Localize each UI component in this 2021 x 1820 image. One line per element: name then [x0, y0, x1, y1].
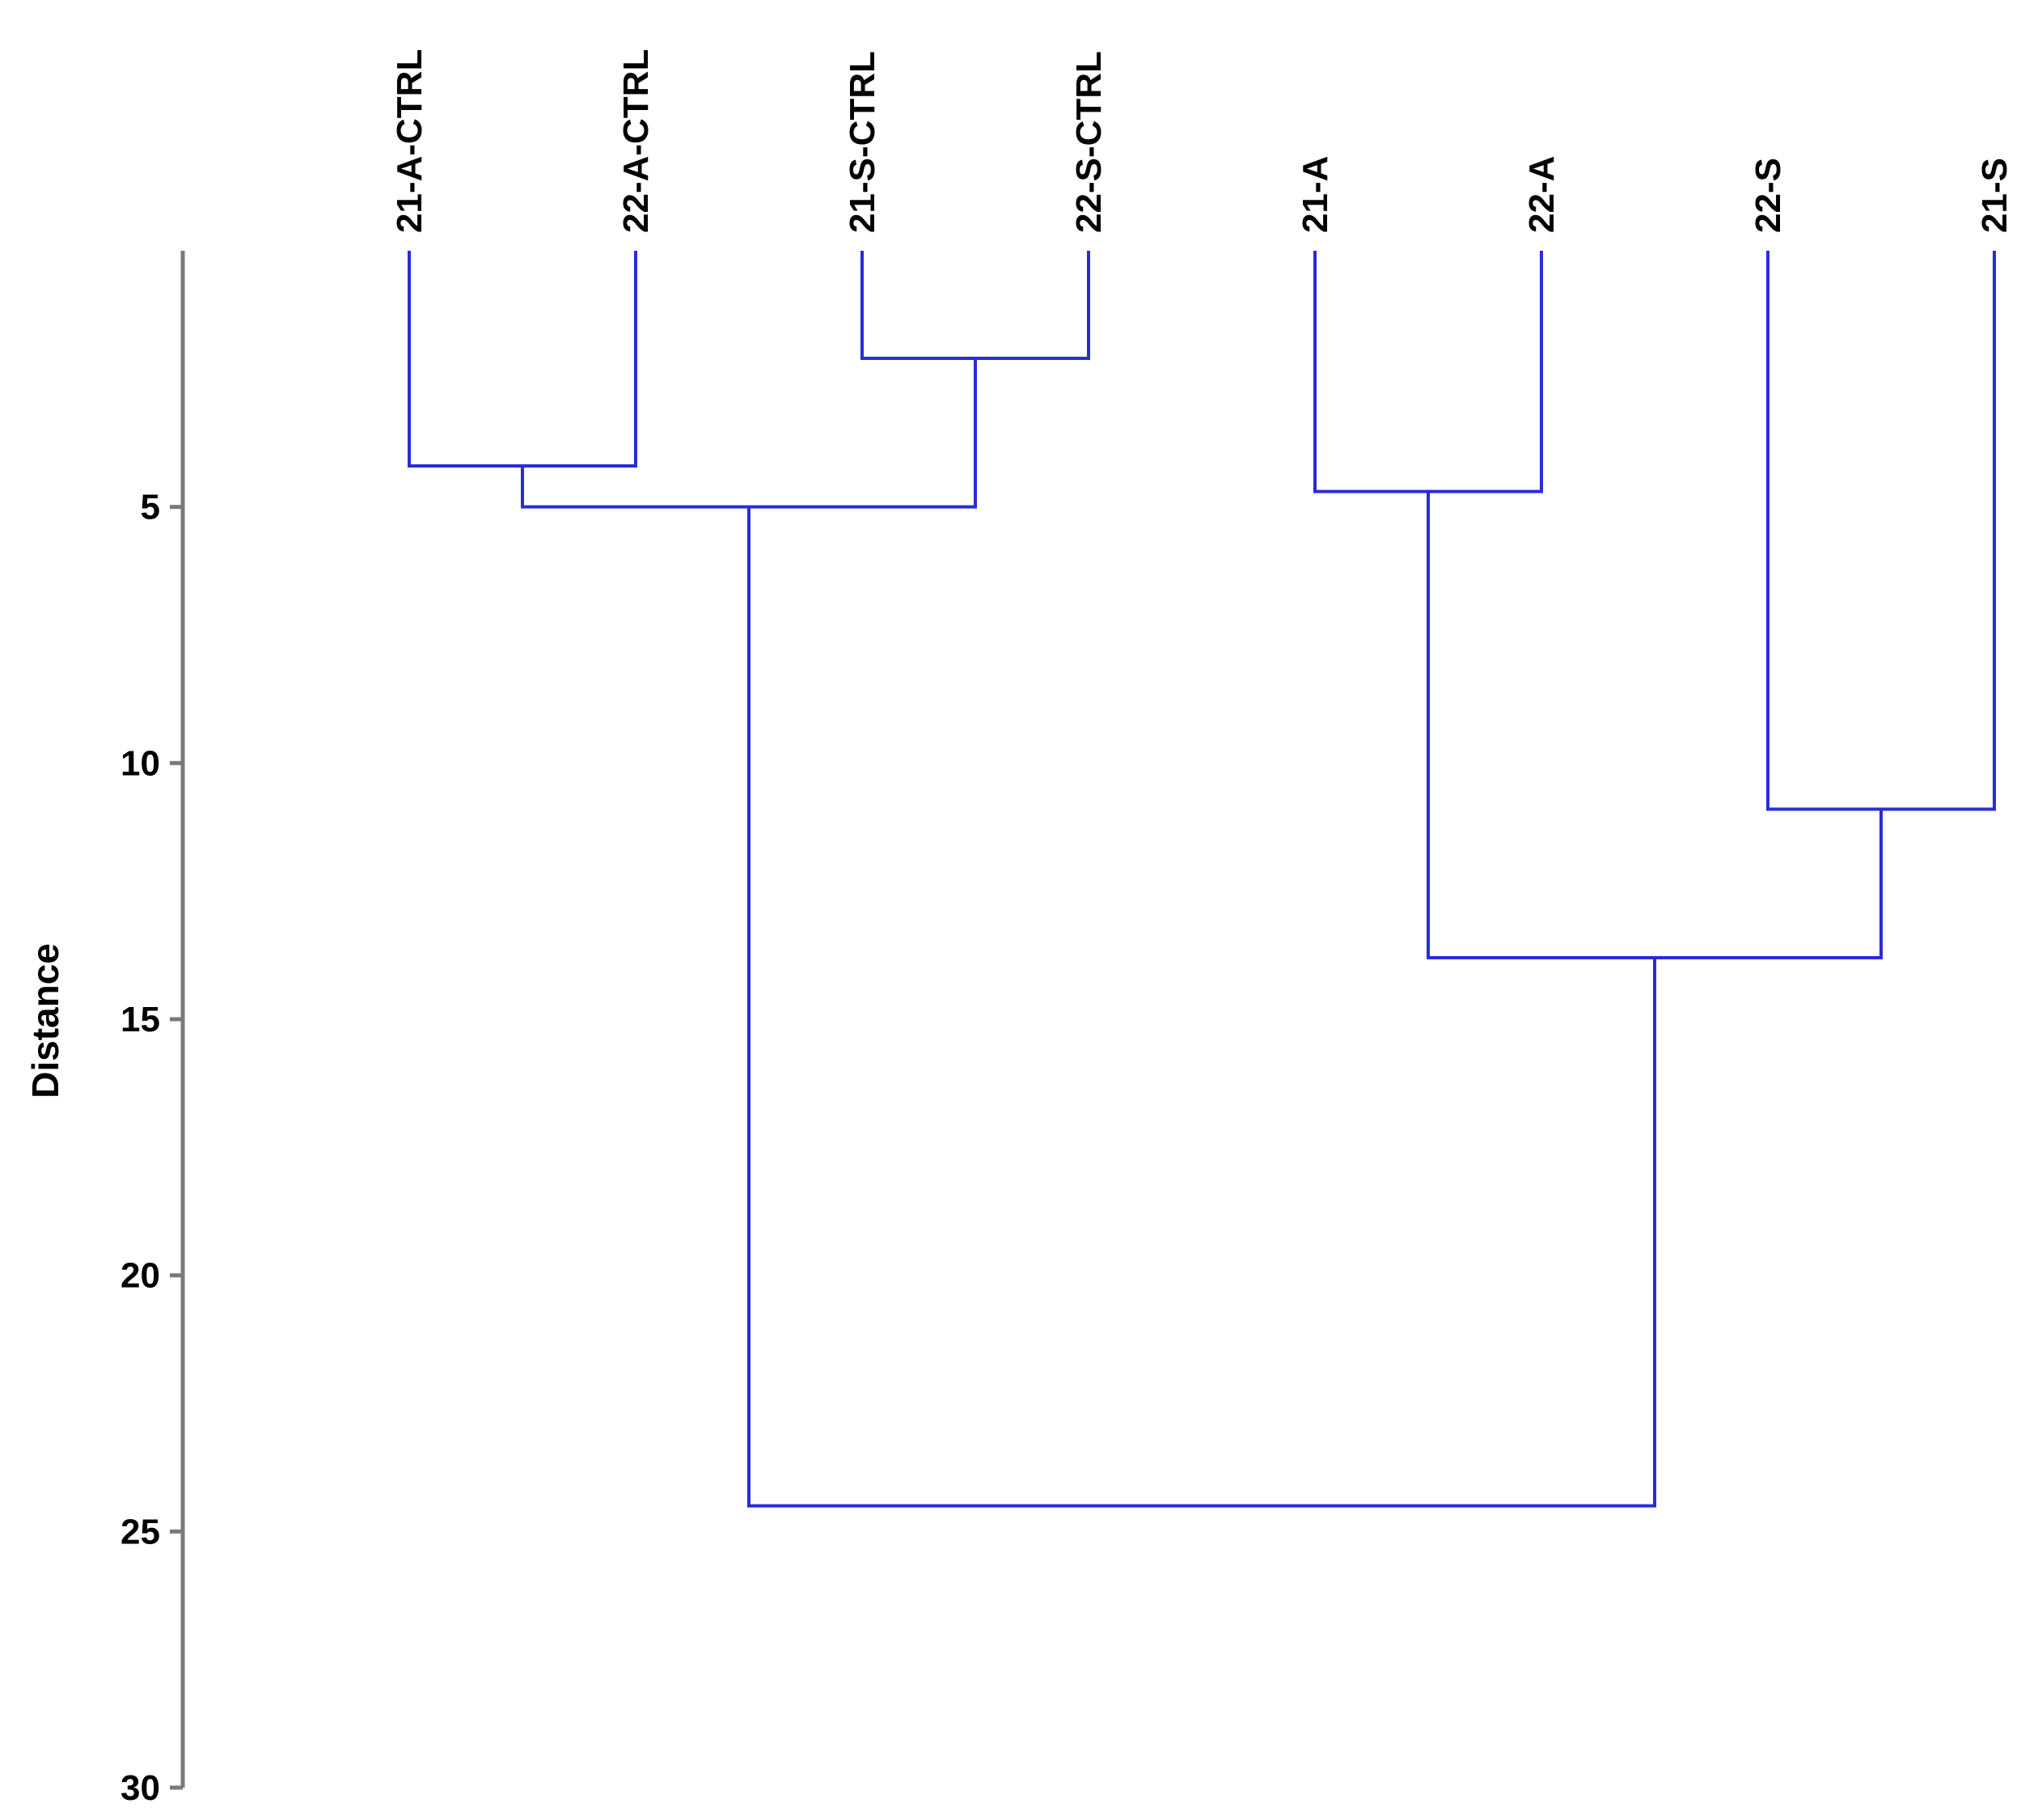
y-tick-label: 5 — [141, 488, 160, 527]
leaf-label: 22-A-CTRL — [616, 49, 656, 233]
dendrogram-link — [408, 251, 637, 468]
y-tick-label: 25 — [120, 1512, 160, 1551]
distance-axis: 5 10 15 20 25 30 — [120, 251, 185, 1808]
y-tick-label: 30 — [120, 1768, 160, 1808]
leaf-labels: 21-A-CTRL 22-A-CTRL 21-S-CTRL 22-S-CTRL 21-A… — [390, 49, 2015, 233]
leaf-label: 22-A — [1522, 156, 1562, 233]
dendrogram-link — [860, 251, 1090, 360]
y-tick-label: 15 — [120, 1000, 160, 1039]
y-tick-label: 10 — [120, 743, 160, 783]
dendrogram-link — [1427, 491, 1883, 959]
y-tick-label: 20 — [120, 1256, 160, 1296]
leaf-label: 21-S-CTRL — [843, 51, 882, 233]
leaf-label: 21-A — [1296, 156, 1335, 233]
dendrogram-links — [408, 251, 1996, 1508]
leaf-label: 22-S — [1748, 158, 1788, 233]
dendrogram-link — [521, 358, 977, 509]
y-axis-title: Distance — [24, 943, 66, 1098]
dendrogram-link — [747, 506, 1656, 1508]
leaf-label: 21-S — [1975, 158, 2015, 233]
dendrogram-link — [1766, 251, 1996, 811]
dendrogram-link — [1313, 251, 1543, 493]
leaf-label: 22-S-CTRL — [1069, 51, 1109, 233]
leaf-label: 21-A-CTRL — [390, 49, 429, 233]
